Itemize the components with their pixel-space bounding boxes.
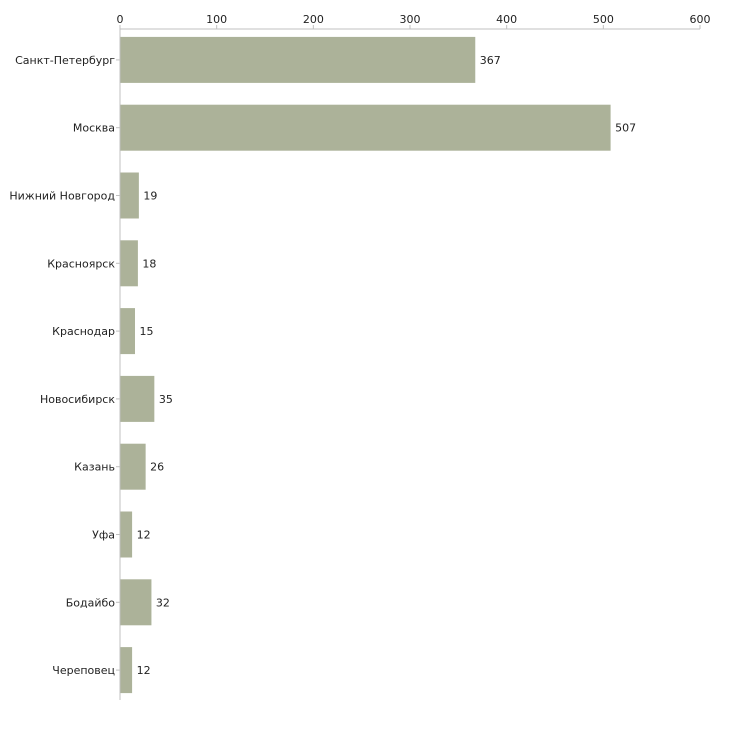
value-label: 12 xyxy=(137,664,151,677)
category-label: Бодайбо xyxy=(66,596,116,609)
x-tick-label: 200 xyxy=(303,13,324,26)
bar xyxy=(120,443,146,490)
category-label: Уфа xyxy=(92,529,115,542)
value-label: 367 xyxy=(480,54,501,67)
bar xyxy=(120,240,138,287)
value-label: 19 xyxy=(143,190,157,203)
category-label: Краснодар xyxy=(52,325,115,338)
axis-layer: 0 100 200 300 400 500 600 xyxy=(116,13,711,700)
x-tick-label: 0 xyxy=(117,13,124,26)
bar xyxy=(120,511,133,558)
value-label: 18 xyxy=(142,257,156,270)
bar xyxy=(120,36,476,83)
labels-layer: Санкт-Петербург 367 Москва 507 Нижний Новгор… xyxy=(9,54,636,677)
value-label: 15 xyxy=(140,325,154,338)
bar xyxy=(120,104,611,151)
category-label: Санкт-Петербург xyxy=(15,54,115,67)
x-tick-label: 100 xyxy=(206,13,227,26)
bar xyxy=(120,172,139,219)
category-label: Череповец xyxy=(52,664,115,677)
bars-layer xyxy=(120,36,611,694)
value-label: 35 xyxy=(159,393,173,406)
category-label: Новосибирск xyxy=(40,393,115,406)
category-label: Казань xyxy=(74,461,115,474)
bar xyxy=(120,375,155,422)
bar xyxy=(120,579,152,626)
x-tick-label: 300 xyxy=(400,13,421,26)
value-label: 12 xyxy=(137,529,151,542)
bar xyxy=(120,308,135,355)
x-tick-label: 400 xyxy=(496,13,517,26)
x-tick-label: 500 xyxy=(593,13,614,26)
value-label: 26 xyxy=(150,461,164,474)
value-label: 507 xyxy=(615,122,636,135)
category-label: Москва xyxy=(73,122,115,135)
category-label: Нижний Новгород xyxy=(9,190,115,203)
category-label: Красноярск xyxy=(47,257,115,270)
bar xyxy=(120,647,133,694)
x-tick-label: 600 xyxy=(690,13,711,26)
value-label: 32 xyxy=(156,596,170,609)
